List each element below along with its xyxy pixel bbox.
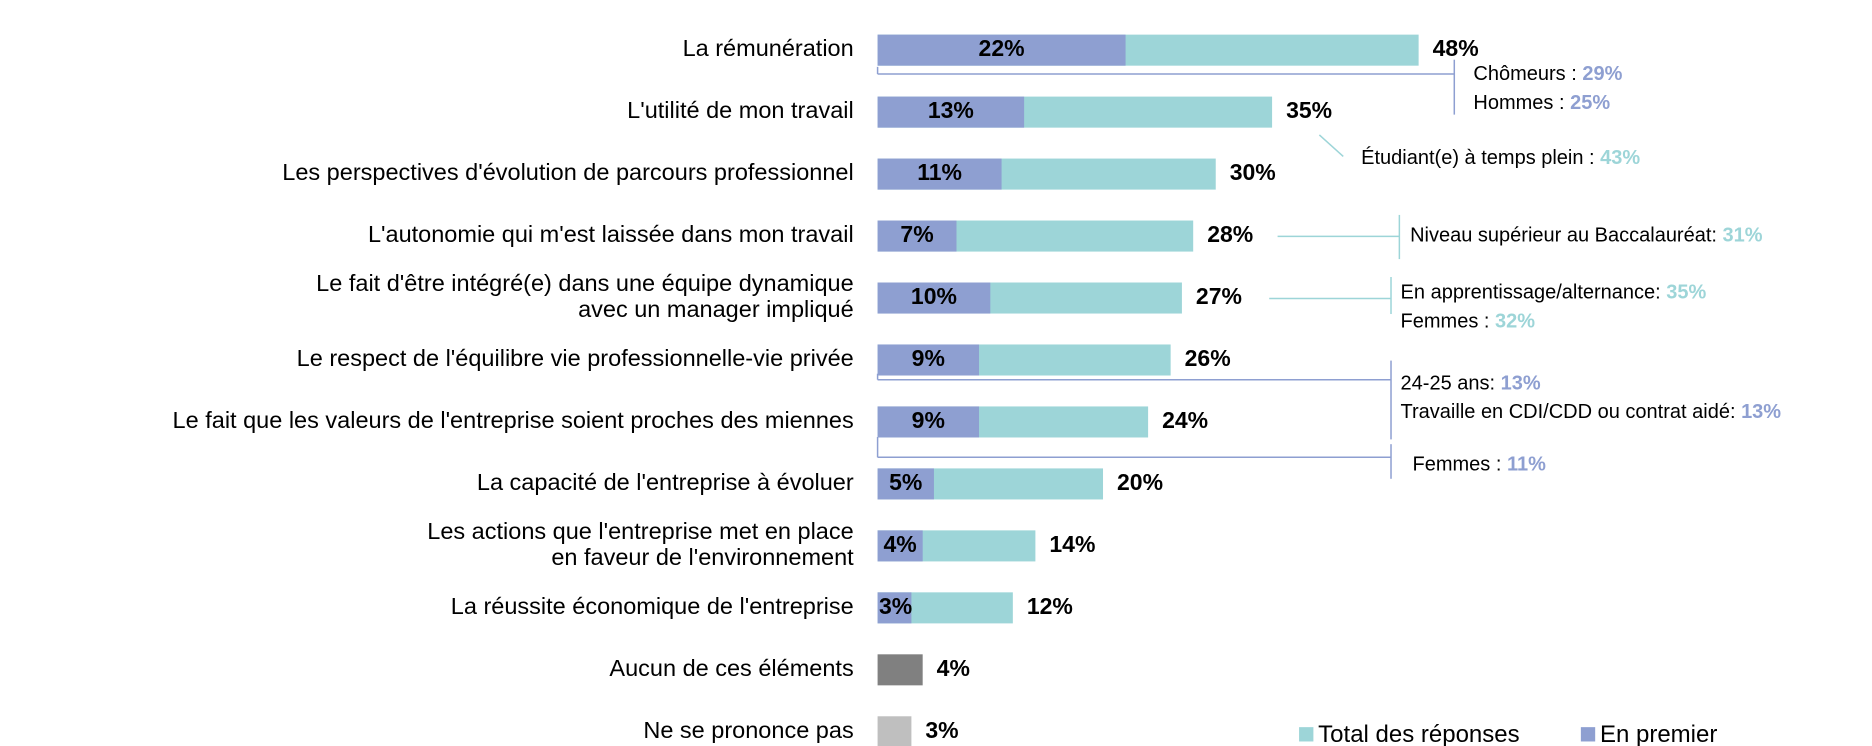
category-line: Le fait d'être intégré(e) dans une équip… — [316, 270, 854, 296]
bar-first — [877, 406, 980, 438]
value-label-total: 27% — [1196, 283, 1242, 309]
category-line: Ne se prononce pas — [643, 717, 853, 743]
category-line: La capacité de l'entreprise à évoluer — [477, 469, 854, 495]
value-label-first: 4% — [884, 531, 917, 557]
bar-first — [877, 34, 1126, 66]
annotation-text: Hommes : — [1473, 92, 1570, 114]
legend-label: Total des réponses — [1318, 721, 1519, 746]
value-label-total: 48% — [1433, 35, 1479, 61]
category-label: Les actions que l'entreprise met en plac… — [427, 518, 854, 570]
category-line: Les perspectives d'évolution de parcours… — [282, 159, 853, 185]
category-label: Ne se prononce pas — [643, 717, 853, 743]
connector — [1318, 134, 1344, 157]
category-label: La rémunération — [683, 35, 854, 61]
bar-first — [877, 282, 991, 314]
bar-first — [877, 158, 1002, 190]
annotation-value: 11% — [1507, 454, 1546, 476]
annotation: Niveau supérieur au Baccalauréat: 31% — [1410, 225, 1763, 247]
bar-total — [877, 654, 923, 686]
value-label-first: 10% — [911, 283, 957, 309]
category-label: L'utilité de mon travail — [627, 97, 854, 123]
annotation-value: 43% — [1600, 147, 1640, 169]
category-label: Le respect de l'équilibre vie profession… — [297, 345, 854, 371]
value-label-total: 14% — [1049, 531, 1095, 557]
value-label-total: 26% — [1185, 345, 1231, 371]
annotation-text: En apprentissage/alternance: — [1401, 282, 1667, 304]
value-label-total: 3% — [925, 717, 958, 743]
annotation-text: Étudiant(e) à temps plein : — [1361, 146, 1600, 169]
category-label: La réussite économique de l'entreprise — [451, 593, 854, 619]
category-line: avec un manager impliqué — [578, 296, 854, 322]
annotation-text: Femmes : — [1401, 311, 1495, 333]
annotation: Chômeurs : 29% — [1473, 64, 1622, 86]
category-line: Le respect de l'équilibre vie profession… — [297, 345, 854, 371]
category-label: Les perspectives d'évolution de parcours… — [282, 159, 853, 185]
annotation: Femmes : 11% — [1413, 454, 1547, 476]
annotation: Femmes : 32% — [1401, 311, 1536, 333]
category-label: Le fait d'être intégré(e) dans une équip… — [316, 270, 854, 322]
category-line: La rémunération — [683, 35, 854, 61]
category-line: La réussite économique de l'entreprise — [451, 593, 854, 619]
annotation-value: 32% — [1495, 311, 1535, 333]
value-label-first: 11% — [917, 159, 962, 185]
category-line: L'autonomie qui m'est laissée dans mon t… — [368, 221, 854, 247]
value-label-total: 4% — [937, 655, 970, 681]
value-label-total: 24% — [1162, 407, 1208, 433]
category-line: Les actions que l'entreprise met en plac… — [427, 518, 853, 544]
bar-first — [877, 592, 912, 624]
annotation-text: 24-25 ans: — [1401, 373, 1501, 395]
legend-swatch — [1580, 727, 1596, 742]
value-label-total: 35% — [1286, 97, 1332, 123]
annotation-text: Niveau supérieur au Baccalauréat: — [1410, 225, 1722, 247]
bar-first — [877, 344, 980, 376]
value-label-first: 9% — [912, 407, 945, 433]
value-label-first: 7% — [900, 221, 933, 247]
annotation-text: Chômeurs : — [1473, 64, 1582, 86]
category-label: Aucun de ces éléments — [609, 655, 853, 681]
annotation: Hommes : 25% — [1473, 92, 1610, 114]
bar-first — [877, 468, 934, 500]
bar-total — [877, 716, 912, 746]
annotation-value: 13% — [1501, 373, 1541, 395]
value-label-first: 22% — [979, 35, 1025, 61]
annotation-value: 35% — [1666, 282, 1706, 304]
annotation: En apprentissage/alternance: 35% — [1401, 282, 1707, 304]
annotation: Travaille en CDI/CDD ou contrat aidé: 13… — [1401, 401, 1782, 423]
value-label-first: 3% — [879, 593, 912, 619]
annotation-value: 31% — [1723, 225, 1763, 247]
category-line: Aucun de ces éléments — [609, 655, 853, 681]
bar-first — [877, 96, 1025, 128]
category-label: La capacité de l'entreprise à évoluer — [477, 469, 854, 495]
category-line: Le fait que les valeurs de l'entreprise … — [173, 407, 854, 433]
value-label-total: 20% — [1117, 469, 1163, 495]
annotation-text: Femmes : — [1413, 454, 1507, 476]
value-label-total: 30% — [1230, 159, 1276, 185]
annotation: Étudiant(e) à temps plein : 43% — [1361, 146, 1640, 169]
value-label-first: 5% — [889, 469, 922, 495]
value-label-total: 12% — [1027, 593, 1073, 619]
category-line: L'utilité de mon travail — [627, 97, 854, 123]
legend-swatch — [1299, 727, 1314, 742]
category-line: en faveur de l'environnement — [551, 544, 854, 570]
annotation-value: 13% — [1741, 401, 1781, 423]
bar-first — [877, 530, 923, 562]
value-label-total: 28% — [1207, 221, 1253, 247]
bar-first — [877, 220, 957, 252]
annotation-text: Travaille en CDI/CDD ou contrat aidé: — [1401, 401, 1742, 423]
legend-label: En premier — [1600, 721, 1717, 746]
annotation-value: 25% — [1570, 92, 1610, 114]
annotation-value: 29% — [1582, 64, 1622, 86]
category-label: L'autonomie qui m'est laissée dans mon t… — [368, 221, 854, 247]
category-label: Le fait que les valeurs de l'entreprise … — [173, 407, 854, 433]
value-label-first: 9% — [912, 345, 945, 371]
annotation: 24-25 ans: 13% — [1401, 373, 1541, 395]
value-label-first: 13% — [928, 97, 974, 123]
